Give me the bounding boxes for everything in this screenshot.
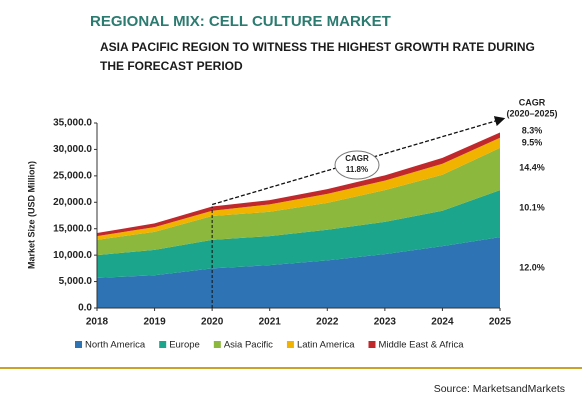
x-tick-label: 2021 — [259, 317, 282, 328]
legend-label: Europe — [169, 340, 200, 351]
x-tick-label: 2024 — [431, 317, 454, 328]
series-cagr: 10.1% — [519, 202, 545, 212]
cagr-bubble-value: 11.8% — [346, 165, 368, 174]
x-tick-label: 2025 — [489, 317, 512, 328]
y-axis-label: Market Size (USD Million) — [26, 161, 36, 269]
legend-swatch — [368, 341, 376, 348]
y-tick-label: 30,000.0 — [53, 144, 92, 155]
cagr-bubble-title: CAGR — [345, 154, 369, 163]
legend-label: North America — [85, 340, 146, 351]
area — [97, 190, 500, 278]
x-tick-label: 2018 — [86, 317, 109, 328]
x-tick-label: 2019 — [143, 317, 166, 328]
series-cagr: 9.5% — [522, 137, 543, 147]
series-cagr: 14.4% — [519, 162, 545, 172]
area — [97, 147, 500, 256]
y-tick-label: 25,000.0 — [53, 170, 92, 181]
legend-label: Latin America — [297, 340, 355, 351]
y-tick-label: 0.0 — [78, 303, 92, 314]
y-tick-label: 35,000.0 — [53, 118, 92, 129]
legend-swatch — [286, 341, 294, 348]
x-tick-label: 2020 — [201, 317, 224, 328]
x-tick-label: 2023 — [374, 317, 397, 328]
legend-label: Middle East & Africa — [379, 340, 465, 351]
legend-swatch — [75, 341, 82, 348]
chart-subtitle: ASIA PACIFIC REGION TO WITNESS THE HIGHE… — [100, 40, 535, 73]
cagr-period: (2020–2025) — [506, 108, 557, 118]
y-tick-label: 5,000.0 — [59, 276, 93, 287]
cagr-header: CAGR — [519, 97, 546, 107]
area — [97, 237, 500, 308]
y-tick-label: 15,000.0 — [53, 223, 92, 234]
source: Source: MarketsandMarkets — [434, 383, 565, 395]
cagr-bubble — [334, 150, 380, 180]
x-tick-label: 2022 — [316, 317, 339, 328]
series-cagr: 12.0% — [519, 262, 545, 272]
chart-title: REGIONAL MIX: CELL CULTURE MARKET — [90, 13, 391, 30]
legend-swatch — [159, 341, 167, 348]
legend-swatch — [213, 341, 221, 348]
y-tick-label: 20,000.0 — [53, 197, 92, 208]
legend-label: Asia Pacific — [224, 340, 273, 351]
subtitle-box: ASIA PACIFIC REGION TO WITNESS THE HIGHE… — [100, 40, 535, 73]
y-tick-label: 10,000.0 — [53, 250, 92, 261]
series-cagr: 8.3% — [522, 125, 543, 135]
